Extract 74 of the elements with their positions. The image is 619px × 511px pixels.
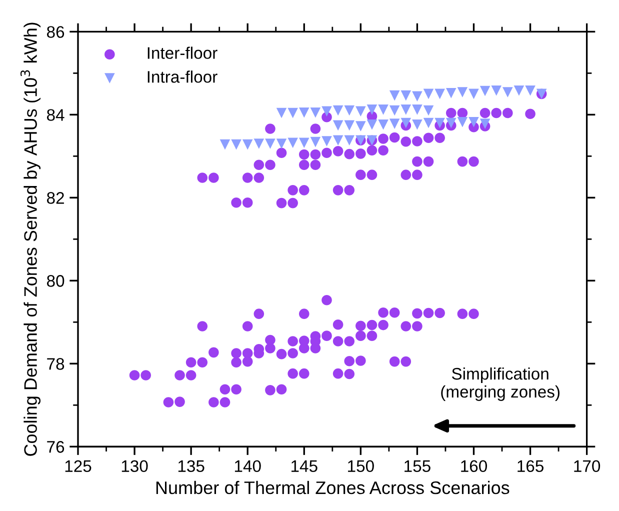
point: [412, 91, 422, 102]
point: [242, 139, 253, 150]
point: [366, 104, 378, 115]
point: [400, 90, 412, 101]
x-tick-label: 165: [518, 460, 544, 472]
legend-label: Intra-floor: [148, 70, 218, 83]
point: [446, 88, 456, 98]
point: [491, 85, 502, 96]
x-tick-label: 135: [178, 460, 204, 472]
point: [344, 105, 355, 116]
y-tick-label: 86: [46, 26, 64, 38]
point: [412, 119, 422, 130]
point: [468, 88, 479, 100]
point: [344, 135, 355, 146]
x-tick-label: 155: [404, 460, 430, 472]
point: [276, 108, 287, 118]
x-tick-label: 160: [461, 460, 487, 472]
y-tick-label: 76: [47, 441, 64, 453]
point: [378, 104, 388, 115]
point: [332, 105, 344, 116]
point: [322, 106, 332, 116]
point: [356, 121, 366, 132]
point: [389, 118, 400, 129]
point: [434, 88, 445, 100]
y-tick-label: 80: [46, 275, 64, 287]
point: [480, 118, 490, 129]
x-tick-label: 140: [234, 460, 261, 472]
point: [231, 139, 242, 150]
point: [288, 108, 298, 118]
point: [298, 138, 310, 148]
point: [423, 105, 434, 116]
point: [400, 118, 412, 128]
point: [389, 90, 400, 101]
point: [423, 88, 434, 100]
point: [480, 86, 490, 96]
point: [412, 104, 422, 115]
x-tick-label: 145: [292, 460, 318, 472]
x-axis-title: Number of Thermal Zones Across Scenarios: [156, 480, 510, 494]
point: [356, 106, 366, 116]
x-tick-label: 130: [122, 460, 148, 472]
point: [276, 138, 287, 149]
legend-label: Inter-floor: [148, 46, 218, 59]
x-tick-label: 125: [65, 460, 92, 472]
y-tick-label: 84: [46, 109, 64, 121]
point: [332, 120, 344, 131]
point: [254, 138, 264, 149]
x-tick-label: 170: [574, 460, 600, 472]
y-tick-label: 78: [47, 358, 64, 370]
point: [310, 136, 321, 148]
point: [344, 120, 355, 131]
point: [514, 85, 524, 96]
point: [298, 107, 310, 118]
point: [288, 138, 298, 148]
point: [457, 116, 468, 128]
point: [366, 119, 378, 130]
point: [525, 85, 536, 96]
point: [502, 87, 513, 98]
point: [265, 138, 276, 149]
point: [332, 135, 344, 146]
point: [434, 118, 445, 128]
point: [220, 139, 230, 150]
annotation: Simplification (merging zones): [441, 367, 560, 401]
y-axis-title: Cooling Demand of Zones Served by AHUs (10$^{3}$ kWh): [20, 22, 41, 456]
point: [468, 116, 479, 128]
y-tick-label: 82: [46, 192, 64, 204]
point: [322, 136, 332, 146]
point: [423, 118, 434, 128]
point: [400, 104, 412, 115]
point: [378, 119, 388, 130]
point: [457, 87, 468, 98]
point: [389, 105, 400, 116]
point: [310, 107, 321, 118]
x-tick-label: 150: [348, 460, 374, 472]
point: [446, 118, 456, 128]
